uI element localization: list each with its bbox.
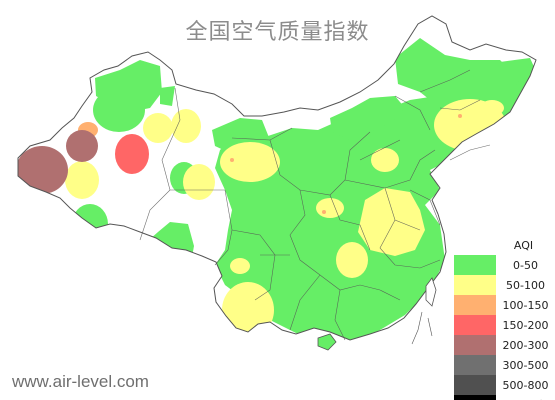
aqi-region-yellow-xj4 [183,164,215,200]
legend-swatch [454,395,496,400]
island-chain [411,311,433,345]
aqi-region-yellow-liaoning [480,100,504,116]
aqi-region-northeast [395,38,520,110]
aqi-region-yellow-ne [456,100,476,116]
aqi-region-yellow-yunnan [222,282,274,338]
aqi-region-yellow-xj2 [171,109,201,143]
legend-item: 300-500 [454,355,555,375]
aqi-region-inner-mongolia [330,96,405,140]
aqi-region-xinjiang-north [160,86,175,106]
legend-item: 100-150 [454,295,555,315]
legend-label: 500-800 [502,378,549,392]
site-watermark: www.air-level.com [12,372,149,391]
aqi-region-yellow-zhejiang [391,204,419,240]
legend-item: 150-200 [454,315,555,335]
legend-swatch [454,315,496,335]
legend-item: 800以上 [454,395,555,400]
legend-swatch [454,255,496,275]
aqi-region-yellow-xj1 [143,113,173,143]
legend-swatch [454,335,496,355]
country-outline [17,15,537,341]
aqi-region-red-hotan [115,134,149,174]
legend-title: AQI [513,239,534,252]
aqi-legend: AQI 0-50 50-100 100-150 150-200 200-300 300-5… [454,236,555,400]
hainan-island [317,333,337,351]
legend-label: 100-150 [502,298,549,312]
legend-swatch [454,275,496,295]
aqi-region-heavy-west [18,146,68,194]
aqi-region-yellow-gansu [220,142,280,182]
legend-item: 0-50 [454,255,555,275]
page-title: 全国空气质量指数 [185,20,370,45]
aqi-point-c [458,114,462,118]
legend-label: 300-500 [502,358,549,372]
aqi-region-yellow-shaanxi [316,198,344,218]
legend-label: 200-300 [502,338,549,352]
aqi-region-yellow-shanxi [371,148,399,172]
legend-label: 150-200 [502,318,549,332]
aqi-region-heavy-kashgar [66,130,98,162]
legend-item: 50-100 [454,275,555,295]
aqi-region-yellow-xj3 [65,161,99,199]
legend-rows: 0-50 50-100 100-150 150-200 200-300 300-500 50… [454,255,555,400]
aqi-point-b [322,210,326,214]
province-borders [139,69,491,341]
aqi-point-a [230,158,234,162]
legend-label: 0-50 [513,258,538,272]
aqi-region-xinjiang-blob [93,88,145,132]
legend-swatch [454,375,496,395]
legend-label: 50-100 [506,278,545,292]
taiwan-island [425,277,437,307]
legend-item: 500-800 [454,375,555,395]
aqi-region-yellow-sichuan [230,258,250,274]
legend-swatch [454,355,496,375]
aqi-region-yellow-hubei [336,242,368,278]
legend-swatch [454,295,496,315]
legend-item: 200-300 [454,335,555,355]
